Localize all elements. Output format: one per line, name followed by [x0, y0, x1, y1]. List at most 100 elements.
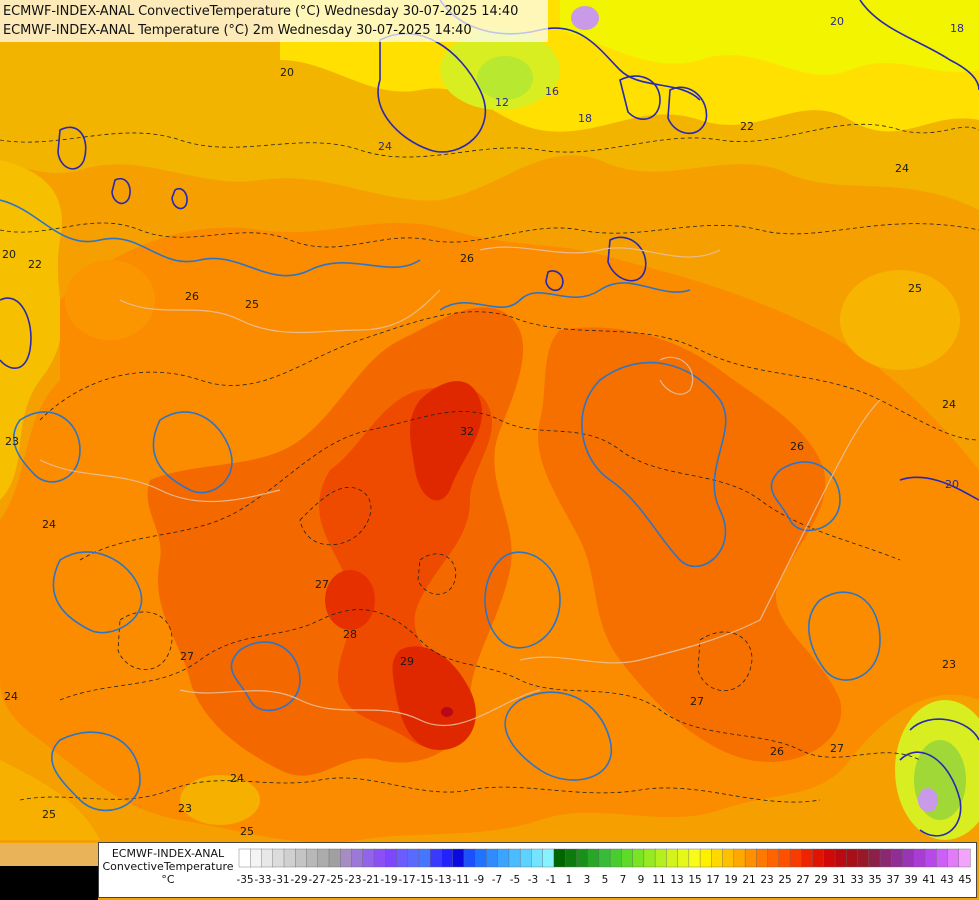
southwest-yellow-patch	[180, 775, 260, 825]
legend-swatch	[250, 848, 263, 868]
header-line-convective: ECMWF-INDEX-ANAL ConvectiveTemperature (…	[3, 4, 519, 19]
legend-tick-label: 25	[778, 874, 791, 886]
legend-swatch	[801, 848, 814, 868]
legend-swatch	[283, 848, 296, 868]
legend-unit: °C	[161, 873, 175, 886]
legend-swatch	[553, 848, 566, 868]
corner-black	[0, 866, 98, 900]
map-label: 27	[180, 650, 194, 663]
contour-labels: 20 24 22 26 25 25 24 24 27 28 27 27 27 2…	[2, 15, 964, 838]
legend-tick-label: -31	[272, 874, 289, 886]
cool-patch-north-pink	[571, 6, 599, 30]
legend-tick-label: 43	[940, 874, 953, 886]
legend-swatch	[598, 848, 611, 868]
legend-tick-label: -15	[416, 874, 433, 886]
convective-contours	[0, 199, 881, 812]
legend-swatch	[857, 848, 870, 868]
map-label: 25	[240, 825, 254, 838]
map-label: 23	[942, 658, 956, 671]
legend-swatch	[834, 848, 847, 868]
legend-tick-label: -9	[474, 874, 484, 886]
legend-swatch	[947, 848, 960, 868]
map-label: 20	[2, 248, 16, 261]
map-label: 20	[945, 478, 959, 491]
legend-swatch	[846, 848, 859, 868]
legend-swatch	[891, 848, 904, 868]
legend-swatch	[902, 848, 915, 868]
map-label: 26	[460, 252, 474, 265]
legend-tick-label: 23	[760, 874, 773, 886]
legend-swatch	[531, 848, 544, 868]
legend-swatch	[823, 848, 836, 868]
legend-tick-label: -1	[546, 874, 556, 886]
map-label: 24	[230, 772, 244, 785]
legend-tick-label: -21	[362, 874, 379, 886]
country-borders	[39, 246, 881, 727]
legend-tick-label: -23	[344, 874, 361, 886]
map-label: 25	[42, 808, 56, 821]
legend-swatch	[643, 848, 656, 868]
southwest-cooler-region	[0, 760, 100, 840]
legend-swatch	[621, 848, 634, 868]
legend-tick-label: 37	[886, 874, 899, 886]
legend-tick-label: 3	[584, 874, 591, 886]
legend-swatch	[317, 848, 330, 868]
legend-tick-label: 27	[796, 874, 809, 886]
legend-swatch	[711, 848, 724, 868]
legend-swatch	[261, 848, 274, 868]
legend-swatch	[272, 848, 285, 868]
legend-swatch	[744, 848, 757, 868]
legend-tick-label: -35	[237, 874, 254, 886]
legend-swatch	[238, 848, 251, 868]
map-label: 18	[578, 112, 592, 125]
cool-patch-north-core	[477, 56, 533, 100]
map-label: 26	[185, 290, 199, 303]
legend-swatch	[756, 848, 769, 868]
legend-swatch	[474, 848, 488, 868]
northwest-orange-patch	[65, 260, 155, 340]
legend-swatch	[418, 848, 431, 868]
legend-tick-label: 17	[706, 874, 719, 886]
color-legend: ECMWF-INDEX-ANAL ConvectiveTemperature °…	[98, 842, 977, 898]
legend-swatch	[587, 848, 600, 868]
map-label: 24	[378, 140, 392, 153]
red-core-mid	[325, 570, 375, 630]
map-label: 26	[790, 440, 804, 453]
map-label: 25	[245, 298, 259, 311]
legend-swatch	[609, 848, 622, 868]
legend-swatch	[452, 848, 465, 868]
legend-swatch	[654, 848, 667, 868]
legend-swatch	[778, 848, 791, 868]
legend-tick-label: 1	[566, 874, 573, 886]
legend-swatch	[362, 848, 375, 868]
legend-swatch	[688, 848, 701, 868]
legend-swatch	[677, 848, 690, 868]
legend-tick-label: 45	[958, 874, 971, 886]
east-yellow-patch	[840, 270, 960, 370]
hot-dot	[441, 707, 453, 717]
legend-swatch	[542, 848, 555, 868]
map-label: 29	[400, 655, 414, 668]
legend-tick-label: -13	[434, 874, 451, 886]
legend-swatch	[879, 848, 892, 868]
map-label: 32	[460, 425, 474, 438]
legend-swatch	[733, 848, 746, 868]
legend-swatch	[699, 848, 712, 868]
legend-swatch	[924, 848, 937, 868]
legend-tick-label: -19	[380, 874, 397, 886]
legend-title-variable: ConvectiveTemperature	[102, 860, 234, 873]
legend-swatch	[486, 848, 499, 868]
legend-swatch	[722, 848, 735, 868]
map-label: 16	[545, 85, 559, 98]
legend-swatch	[340, 848, 353, 868]
map-label: 18	[950, 22, 964, 35]
header-line-temperature: ECMWF-INDEX-ANAL Temperature (°C) 2m Wed…	[3, 23, 472, 38]
map-label: 24	[4, 690, 18, 703]
map-label: 25	[908, 282, 922, 295]
legend-tick-label: 39	[904, 874, 917, 886]
legend-tick-label: -29	[290, 874, 307, 886]
red-core-north	[410, 381, 483, 501]
legend-swatch	[519, 848, 532, 868]
north-east-light-yellow	[560, 0, 979, 75]
